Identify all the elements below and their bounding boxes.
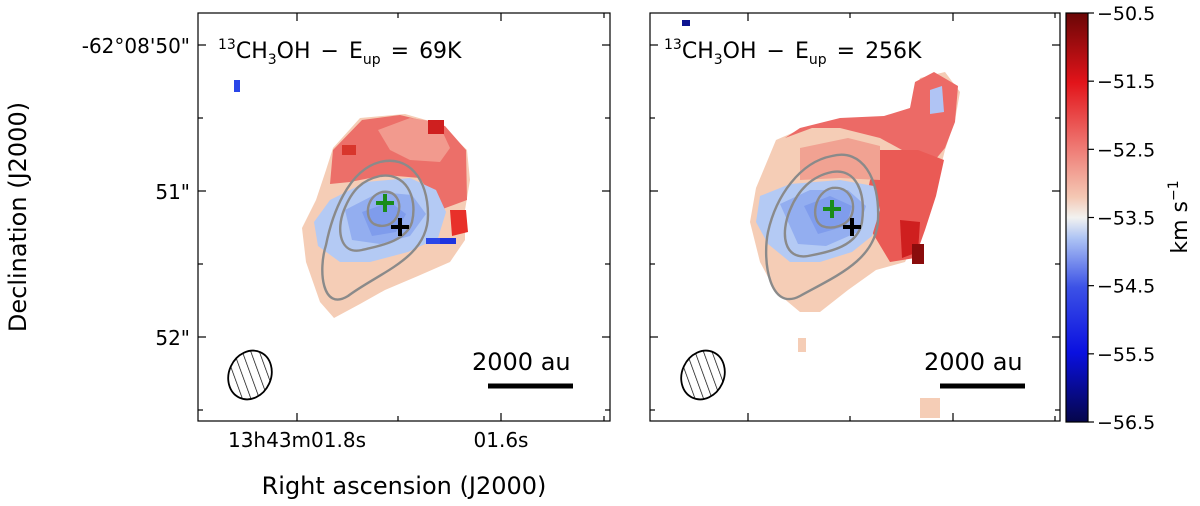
colorbar-tick-label: −56.5 [1097,412,1155,434]
x-tick-label-018: 13h43m01.8s [228,428,366,452]
panel-right-velocity-map [682,20,960,418]
colorbar-gradient [1065,12,1089,423]
y-tick-label-52: 52" [155,326,190,350]
colorbar-tick-label: −50.5 [1097,3,1155,25]
colorbar-tick-label: −52.5 [1097,139,1155,161]
panel-left-scalebar-label: 2000 au [472,348,571,376]
panel-left-velocity-map [234,80,470,318]
panel-right-black-cross-marker [843,218,861,236]
panel-right: 13CH3OH − Eup = 256K 2000 au [649,12,1061,422]
panel-right-frame [649,12,1061,422]
colorbar-ticks: −50.5 −51.5 −52.5 −53.5 −54.5 −55.5 −56.5 [1088,3,1155,434]
panel-left-ticks [198,13,610,421]
colorbar-tick-label: −54.5 [1097,276,1155,298]
panel-left-frame [197,12,611,422]
y-tick-label-50: -62°08'50" [82,34,190,58]
panel-right-contours [764,153,880,300]
panel-left-beam-ellipse [227,349,273,401]
colorbar: −50.5 −51.5 −52.5 −53.5 −54.5 −55.5 −56.5 km s… [1065,3,1193,434]
panel-left-black-cross-marker [391,218,409,236]
panel-right-beam-ellipse [680,349,726,401]
panel-left: 13CH3OH − Eup = 69K 2000 au [197,12,611,422]
panel-right-label: 13CH3OH − Eup = 256K [664,37,922,68]
colorbar-tick-label: −53.5 [1097,208,1155,230]
panel-left-green-cross-marker [376,194,394,212]
panel-right-ticks [650,13,1060,421]
colorbar-tick-label: −51.5 [1097,71,1155,93]
panel-right-scalebar-label: 2000 au [924,348,1023,376]
panel-left-contours [321,159,430,301]
y-tick-label-51: 51" [155,180,190,204]
x-tick-label-016: 01.6s [474,428,529,452]
panel-left-label: 13CH3OH − Eup = 69K [218,37,462,68]
x-axis-title: Right ascension (J2000) [262,472,547,500]
panel-right-green-cross-marker [823,200,841,218]
colorbar-tick-label: −55.5 [1097,344,1155,366]
colorbar-unit-label: km s−1 [1166,180,1193,253]
y-axis-title: Declination (J2000) [4,102,32,332]
